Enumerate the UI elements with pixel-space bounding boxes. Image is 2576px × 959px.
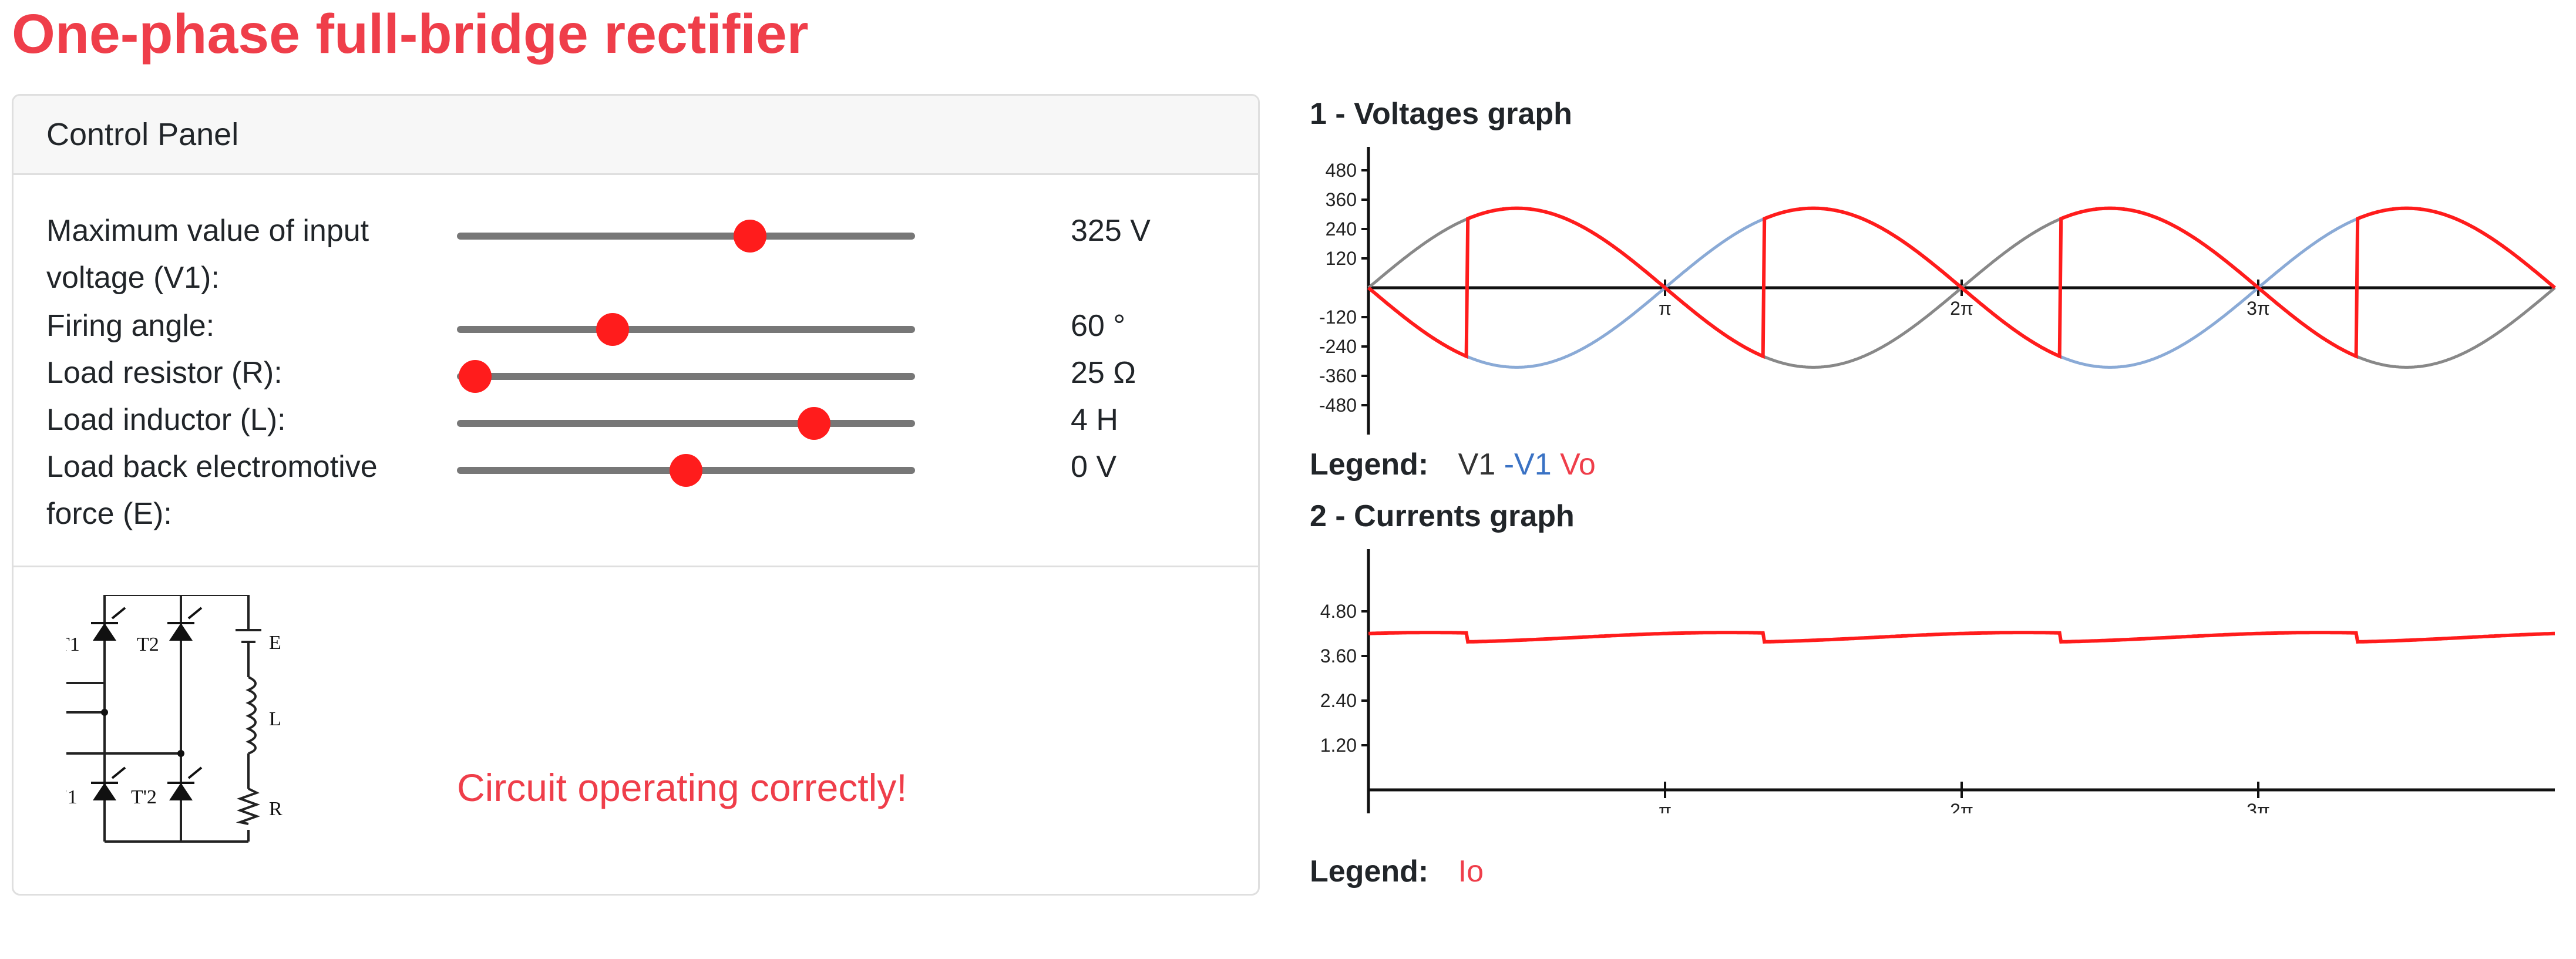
load-inductor-slider[interactable] xyxy=(457,407,915,440)
legend-item-v1: V1 xyxy=(1458,447,1496,482)
back-emf-slider[interactable] xyxy=(457,454,915,487)
series-vo-line xyxy=(1367,206,2556,359)
legend-item-vo: Vo xyxy=(1560,447,1596,482)
label-line: Maximum value of input xyxy=(46,214,369,248)
voltages-graph-title: 1 - Voltages graph xyxy=(1310,97,1572,131)
slider-track[interactable] xyxy=(457,233,915,240)
x-tick-label: 2π xyxy=(1950,298,1973,319)
label-line: Load back electromotive xyxy=(46,450,378,484)
max-input-voltage-label: Maximum value of input voltage (V1): xyxy=(46,207,428,301)
firing-angle-label: Firing angle: xyxy=(46,302,428,349)
slider-thumb[interactable] xyxy=(798,407,831,440)
status-message: Circuit operating correctly! xyxy=(457,766,907,809)
currents-legend: Legend: Io xyxy=(1310,856,1484,887)
max-input-voltage-slider[interactable] xyxy=(457,220,915,253)
legend-label: Legend: xyxy=(1310,854,1429,889)
x-tick-label: 2π xyxy=(1950,800,1973,813)
y-tick-label: 4.80 xyxy=(1320,601,1357,622)
load-resistor-slider[interactable] xyxy=(457,360,915,393)
panel-divider xyxy=(14,566,1258,567)
control-panel: Control Panel Maximum value of input vol… xyxy=(12,94,1260,896)
label-line: voltage (V1): xyxy=(46,261,220,295)
load-inductor-value: 4 H xyxy=(1071,403,1118,437)
load-resistor-value: 25 Ω xyxy=(1071,356,1136,390)
back-emf-label: Load back electromotive force (E): xyxy=(46,443,428,537)
slider-thumb[interactable] xyxy=(670,454,702,487)
label-line: force (E): xyxy=(46,497,172,531)
y-tick-label: 3.60 xyxy=(1320,645,1357,667)
label-line: Load resistor (R): xyxy=(46,356,283,390)
firing-angle-slider[interactable] xyxy=(457,313,915,346)
y-tick-label: 240 xyxy=(1326,218,1357,240)
label-line: Firing angle: xyxy=(46,309,215,343)
t2p-label: T'2 xyxy=(131,786,157,808)
legend-label: Legend: xyxy=(1310,447,1429,482)
slider-thumb[interactable] xyxy=(596,313,630,346)
panel-header: Control Panel xyxy=(14,96,1258,175)
x-tick-label: 3π xyxy=(2247,800,2270,813)
e-label: E xyxy=(269,632,281,654)
y-tick-label: 480 xyxy=(1326,160,1357,181)
t1p-label: T'1 xyxy=(66,786,78,808)
t1-label: T1 xyxy=(66,634,80,655)
max-input-voltage-value: 325 V xyxy=(1071,214,1151,248)
y-tick-label: 1.20 xyxy=(1320,735,1357,756)
currents-graph-title: 2 - Currents graph xyxy=(1310,499,1575,533)
load-inductor-label: Load inductor (L): xyxy=(46,396,428,443)
slider-track[interactable] xyxy=(457,373,915,380)
currents-graph: 4.80 3.60 2.40 1.20 π 2π 3π xyxy=(1320,549,2555,813)
r-label: R xyxy=(269,798,283,820)
label-line: Load inductor (L): xyxy=(46,403,286,437)
t2-label: T2 xyxy=(137,634,159,655)
y-tick-label: 360 xyxy=(1326,189,1357,210)
voltages-legend: Legend: V1 -V1 Vo xyxy=(1310,449,1596,480)
y-tick-label: -120 xyxy=(1319,307,1357,328)
load-resistor-label: Load resistor (R): xyxy=(46,349,428,396)
slider-thumb[interactable] xyxy=(734,220,767,253)
y-tick-label: -480 xyxy=(1319,395,1357,416)
voltages-graph: 480 360 240 120 -120 -240 -360 -480 π 2π 3π xyxy=(1319,147,2556,435)
x-tick-label: 3π xyxy=(2247,298,2270,319)
legend-item-neg-v1: -V1 xyxy=(1504,447,1552,482)
slider-track[interactable] xyxy=(457,420,915,427)
x-tick-label: π xyxy=(1659,298,1672,319)
y-tick-label: -240 xyxy=(1319,336,1357,357)
y-tick-label: 2.40 xyxy=(1320,690,1357,711)
back-emf-value: 0 V xyxy=(1071,450,1117,484)
x-tick-label: π xyxy=(1659,800,1672,813)
y-tick-label: -360 xyxy=(1319,365,1357,386)
l-label: L xyxy=(269,708,281,730)
circuit-diagram: v1 T1 T2 T'1 T'2 E L R xyxy=(66,595,283,843)
y-tick-label: 120 xyxy=(1326,248,1357,269)
legend-item-io: Io xyxy=(1458,854,1484,889)
firing-angle-value: 60 ° xyxy=(1071,309,1126,343)
series-io-line xyxy=(1368,631,2555,644)
slider-track[interactable] xyxy=(457,326,915,333)
page-title: One-phase full-bridge rectifier xyxy=(12,3,809,65)
slider-thumb[interactable] xyxy=(459,360,492,393)
